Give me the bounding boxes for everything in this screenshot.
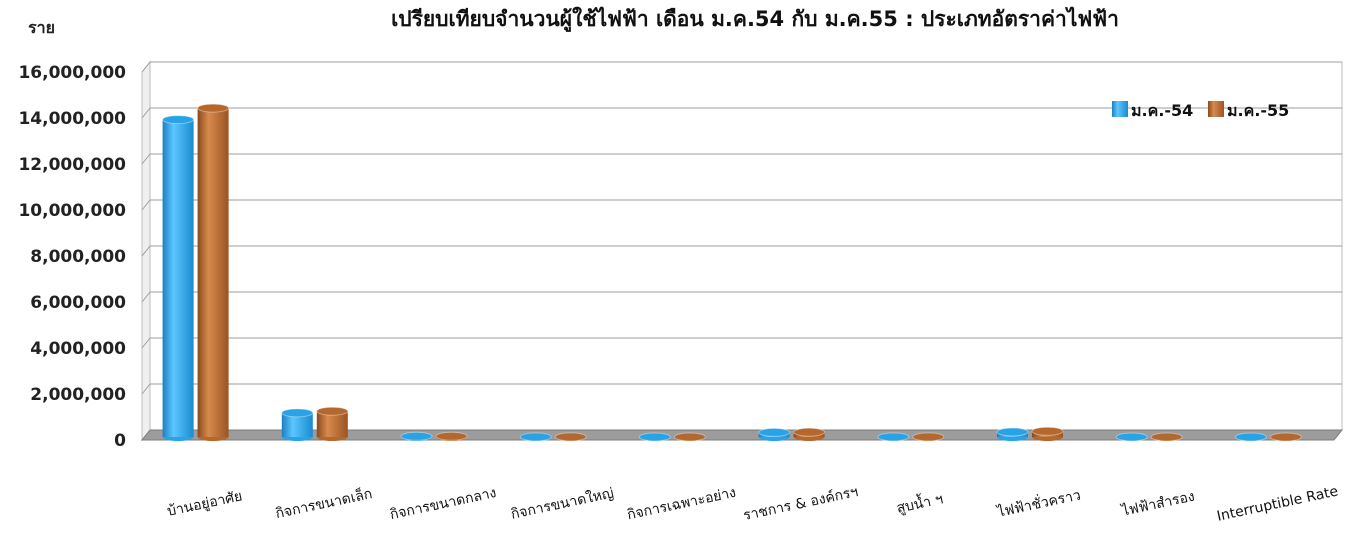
y-tick-label: 12,000,000 xyxy=(18,155,126,175)
y-tick-label: 0 xyxy=(114,431,126,451)
bar-series-1 xyxy=(519,432,552,442)
bar-series-2 xyxy=(197,103,230,441)
bar-top xyxy=(435,431,468,441)
bar-top xyxy=(197,103,230,113)
chart-title: เปรียบเทียบจำนวนผู้ใช้ไฟฟ้า เดือน ม.ค.54… xyxy=(391,6,1119,33)
bar-body xyxy=(162,119,194,437)
bar-series-2 xyxy=(435,431,468,441)
bar-top xyxy=(1269,432,1302,442)
y-axis-ticks: 0 2,000,000 4,000,000 6,000,000 8,000,000 10,… xyxy=(18,63,126,451)
bar-series-2 xyxy=(1031,426,1064,441)
bar-series-2 xyxy=(1150,432,1183,442)
bar-series-1 xyxy=(281,408,314,441)
x-category-label: บ้านอยู่อาศัย xyxy=(166,488,244,520)
bar-body xyxy=(281,412,313,437)
bar-series-2 xyxy=(554,432,587,442)
y-tick-label: 4,000,000 xyxy=(30,339,126,359)
bar-top xyxy=(793,427,826,437)
bar-series-1 xyxy=(1234,432,1267,442)
bar-series-1 xyxy=(638,432,671,442)
gridline-side xyxy=(141,61,151,73)
bar-top xyxy=(1234,432,1267,442)
bar-top xyxy=(638,432,671,442)
bar-top xyxy=(281,408,314,418)
bar-series-1 xyxy=(758,427,791,441)
gridline-side xyxy=(141,107,151,119)
legend-label-series-2: ม.ค.-55 xyxy=(1227,101,1289,120)
y-tick-label: 14,000,000 xyxy=(18,109,126,129)
bar-top xyxy=(1031,426,1064,436)
bar-top xyxy=(400,431,433,441)
x-category-label: กิจการขนาดกลาง xyxy=(388,485,497,523)
bar-series-2 xyxy=(673,432,706,442)
bar-top xyxy=(912,432,945,442)
bar-series-1 xyxy=(996,427,1029,441)
x-category-label: ราชการ & องค์กรฯ xyxy=(742,483,860,524)
bar-series-2 xyxy=(793,427,826,441)
bar-top xyxy=(316,406,349,416)
y-tick-label: 10,000,000 xyxy=(18,201,126,221)
legend: ม.ค.-54 ม.ค.-55 xyxy=(1112,101,1289,120)
x-category-label: กิจการเฉพาะอย่าง xyxy=(626,485,738,524)
gridline-side xyxy=(141,337,151,349)
bar-top xyxy=(673,432,706,442)
bar-top xyxy=(554,432,587,442)
bar-top xyxy=(877,432,910,442)
bar-series-1 xyxy=(1115,432,1148,442)
bar-top xyxy=(162,115,195,125)
bar-body xyxy=(197,108,229,437)
gridline-side xyxy=(141,199,151,211)
bar-top xyxy=(996,427,1029,437)
bar-series-2 xyxy=(912,432,945,442)
y-tick-label: 2,000,000 xyxy=(30,385,126,405)
bar-top xyxy=(758,427,791,437)
bars-group xyxy=(162,103,1302,442)
x-category-label: กิจการขนาดเล็ก xyxy=(274,484,374,522)
gridline-side xyxy=(141,291,151,303)
y-tick-label: 8,000,000 xyxy=(30,247,126,267)
legend-swatch-series-1 xyxy=(1112,101,1128,117)
bar-series-2 xyxy=(1269,432,1302,442)
bar-series-1 xyxy=(877,432,910,442)
bar-series-2 xyxy=(316,406,349,441)
bar-top xyxy=(1115,432,1148,442)
gridline-side xyxy=(141,245,151,257)
x-category-label: Interruptible Rate xyxy=(1216,483,1340,524)
bar-top xyxy=(519,432,552,442)
x-category-label: ไฟฟ้าชั่วคราว xyxy=(995,486,1083,521)
y-axis-unit-label: ราย xyxy=(28,18,55,37)
x-category-label: กิจการขนาดใหญ่ xyxy=(509,484,615,522)
x-category-label: สูบน้ำ ฯ xyxy=(895,488,945,516)
gridline-side xyxy=(141,153,151,165)
x-axis-categories: บ้านอยู่อาศัย กิจการขนาดเล็ก กิจการขนาดกลา… xyxy=(166,483,1340,525)
plot-area xyxy=(140,60,1344,442)
bar-series-1 xyxy=(162,115,195,441)
bar-top xyxy=(1150,432,1183,442)
gridline-side xyxy=(141,383,151,395)
bar-body xyxy=(316,411,348,437)
legend-label-series-1: ม.ค.-54 xyxy=(1131,101,1193,120)
y-tick-label: 16,000,000 xyxy=(18,63,126,83)
legend-swatch-series-2 xyxy=(1208,101,1224,117)
bar-series-1 xyxy=(400,431,433,441)
y-tick-label: 6,000,000 xyxy=(30,293,126,313)
x-category-label: ไฟฟ้าสำรอง xyxy=(1119,488,1196,520)
